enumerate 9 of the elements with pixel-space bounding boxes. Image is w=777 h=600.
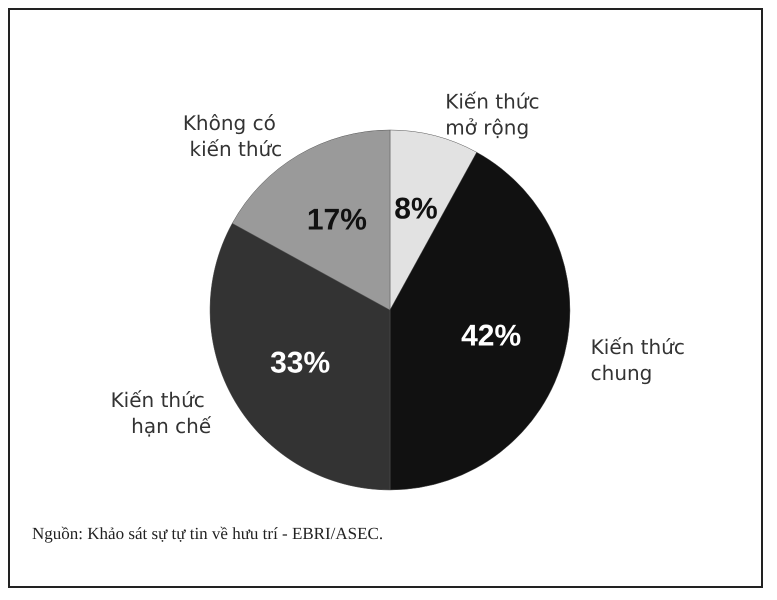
data-label: 42%	[461, 319, 522, 352]
data-label: 8%	[394, 192, 438, 226]
data-label: 17%	[306, 204, 367, 237]
slice-label: Kiến thức chung	[590, 335, 692, 386]
slice-label: Kiến thức hạn chế	[110, 388, 212, 438]
text: Nguồn: Khảo sát sự tự tin về hưu trí - EBRI/ASEC.	[32, 524, 384, 543]
data-label: 33%	[270, 346, 330, 380]
slice-label: Không có kiến thức	[182, 111, 282, 162]
slice-label: Kiến thức mở rộng	[445, 89, 546, 140]
